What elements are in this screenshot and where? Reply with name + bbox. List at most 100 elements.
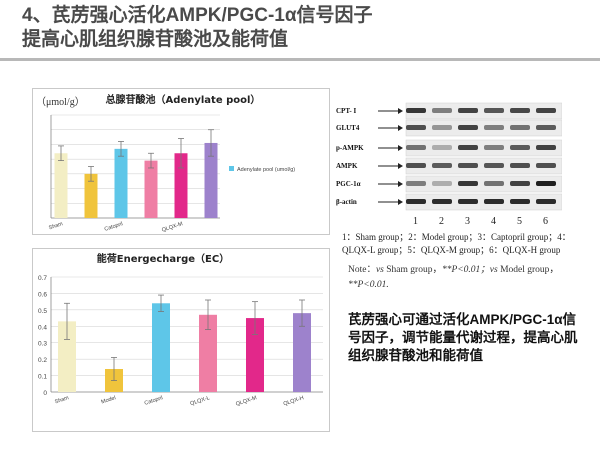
blot-band [432,108,452,113]
bar-model [84,173,98,218]
blot-band [432,199,452,204]
blot-band [406,181,426,186]
y-tick-label: 0.7 [38,275,47,282]
y-tick-label: 0.2 [38,357,47,364]
y-tick-label: 0.4 [38,324,47,331]
x-tick-label: QLQX-M [235,395,258,408]
chart-title: 总腺苷酸池（Adenylate pool） [106,93,261,106]
blot-band [536,145,556,150]
blot-band [458,199,478,204]
bar-catopril [114,148,128,218]
blot-band [510,163,530,168]
blot-row-label: CPT- I [336,107,356,115]
title-divider [0,58,600,61]
conclusion-text: 芪苈强心可通过活化AMPK/PGC-1α信号因子，调节能量代谢过程，提高心肌组织… [348,312,578,363]
significance-note: Note：vs Sham group，**P<0.01；vs Model gro… [348,263,588,293]
lane-number: 1 [413,216,418,227]
blot-band [458,108,478,113]
blot-band [458,145,478,150]
blot-band [510,181,530,186]
note-sham-text: Sham group， [383,265,442,275]
blot-band [458,163,478,168]
western-blot-panel: CPT- I GLUT4 p-AMPK AMPK PGC-1α β-actin 1 2 3 4 5… [334,98,563,227]
blot-band [536,163,556,168]
note-vs-1: vs [375,265,384,275]
x-tick-label: Sham [54,395,70,405]
adenylate-pool-plot: 总腺苷酸池（Adenylate pool） （μmol/g） Sham Catopri… [36,93,295,234]
blot-row-label: AMPK [336,162,358,170]
blot-band [510,145,530,150]
blot-band [484,181,504,186]
lane-number: 5 [517,216,522,227]
blot-band [458,181,478,186]
lane-number: 2 [439,216,444,227]
x-tick-label: QLQX-M [161,221,184,234]
blot-band [432,163,452,168]
title-line-1: 4、芪苈强心活化AMPK/PGC-1α信号因子 [22,5,373,26]
energy-charge-plot: 能荷Energecharge（EC） 0 0.1 0.2 0.3 0.4 0.5 0.6 0.7… [38,252,323,408]
legend-label: Adenylate pool (umol/g) [237,167,295,173]
blot-band [484,125,504,130]
energy-charge-chart: 能荷Energecharge（EC） 0 0.1 0.2 0.3 0.4 0.5 0.6 0.7… [32,248,330,432]
bar-qlqx-l [144,160,158,218]
blot-row-label: β-actin [336,198,357,206]
lane-number: 3 [465,216,470,227]
x-tick-label: Catopril [144,395,164,407]
blot-band [536,181,556,186]
note-sig-1: **P<0.01； [441,265,490,275]
x-tick-label: Catopril [104,221,124,233]
lane-number: 4 [491,216,496,227]
bar-qlqx-m [246,318,264,392]
bar-qlqx-l [199,314,217,392]
blot-band [406,108,426,113]
y-tick-label: 0.6 [38,291,47,298]
note-prefix: Note： [348,265,376,275]
x-tick-label: Sham [48,221,64,231]
title-line-2: 提高心肌组织腺苷酸池及能荷值 [22,29,289,50]
blot-band [484,199,504,204]
blot-band [458,125,478,130]
y-tick-label: 0 [43,390,47,397]
x-tick-label: QLQX-H [283,395,305,407]
group-legend-text: 1：Sham group；2：Model group；3：Captopril g… [342,232,571,255]
y-tick-label: 0.5 [38,308,47,315]
blot-band [406,163,426,168]
blot-row-arrow-head [398,145,403,151]
adenylate-pool-chart: 总腺苷酸池（Adenylate pool） （μmol/g） Sham Catopri… [32,88,330,235]
bar-qlqx-m [174,153,188,218]
blot-band [510,108,530,113]
bar-sham [54,153,68,218]
blot-row-label: GLUT4 [336,124,360,132]
blot-band [406,145,426,150]
blot-band [536,199,556,204]
blot-band [432,125,452,130]
blot-row-label: PGC-1α [336,180,361,188]
blot-band [536,108,556,113]
y-axis-label: （μmol/g） [36,96,85,108]
blot-band [510,125,530,130]
blot-row-arrow-head [398,181,403,187]
blot-band [406,125,426,130]
y-tick-label: 0.1 [38,374,47,381]
western-blot-image: CPT- I GLUT4 p-AMPK AMPK PGC-1α β-actin [336,102,563,211]
blot-band [432,181,452,186]
bar-sham [58,321,76,392]
note-model-text: Model group， [497,265,559,275]
blot-row-label: p-AMPK [336,144,364,152]
blot-band [484,163,504,168]
chart-title: 能荷Energecharge（EC） [97,252,229,265]
blot-band [406,199,426,204]
blot-band [484,145,504,150]
bar-qlqx-h [293,313,311,392]
legend-swatch [229,166,234,171]
blot-row-arrow-head [398,199,403,205]
slide-title: 4、芪苈强心活化AMPK/PGC-1α信号因子 提高心肌组织腺苷酸池及能荷值 [22,4,373,52]
lane-number: 6 [543,216,548,227]
note-vs-2: vs [489,265,498,275]
x-tick-label: QLQX-L [190,395,211,407]
bar-catopril [152,303,170,392]
y-tick-label: 0.3 [38,341,47,348]
note-sig-2: **P<0.01. [348,280,389,290]
blot-band [510,199,530,204]
blot-row-arrow-head [398,125,403,131]
